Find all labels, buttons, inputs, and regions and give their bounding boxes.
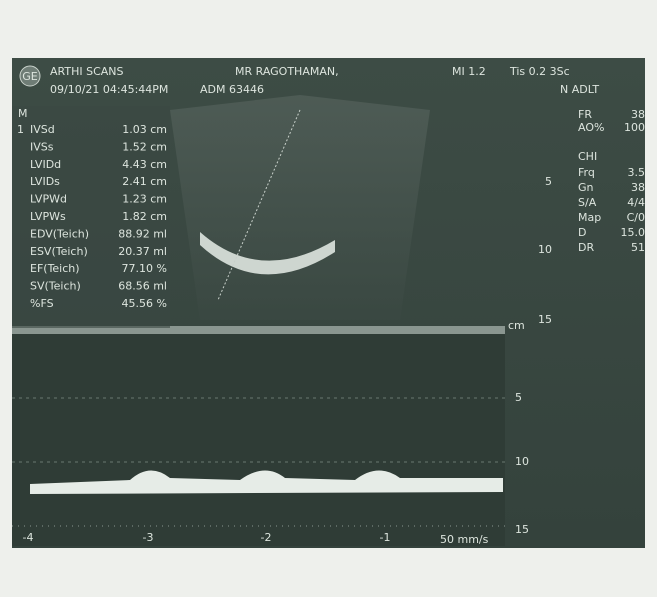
measurement-panel (12, 106, 170, 328)
measurement-value: 20.37 ml (118, 245, 167, 258)
depth-tick-label: 5 (545, 175, 552, 188)
measurement-label: IVSd (30, 123, 55, 136)
measurement-label: ESV(Teich) (30, 245, 88, 258)
setting-value: 15.0 (621, 226, 646, 239)
depth-tick-label: 15 (538, 313, 552, 326)
measurement-label: LVPWd (30, 193, 67, 206)
logo-badge (19, 65, 41, 87)
setting-mode: CHI (578, 150, 597, 163)
measurement-label: %FS (30, 297, 54, 310)
measurement-label: SV(Teich) (30, 280, 81, 293)
measurement-label: LVIDs (30, 175, 60, 188)
depth-unit: cm (508, 319, 525, 332)
echo-wall (200, 232, 335, 275)
logo: GE (22, 70, 38, 83)
setting-value: 3.5 (628, 166, 646, 179)
measurement-value: 77.10 % (122, 262, 167, 275)
admission-id: ADM 63446 (200, 83, 264, 96)
setting-value: C/0 (627, 211, 645, 224)
m-mode-band (12, 326, 505, 334)
measurement-value: 1.52 cm (122, 140, 167, 153)
measurement-index: 1 (17, 123, 24, 136)
measurement-value: 2.41 cm (122, 175, 167, 188)
m-mode-panel (12, 326, 505, 546)
m-mode-depth-label: 5 (515, 391, 522, 404)
clinic-name: ARTHI SCANS (50, 65, 124, 78)
labels: GE ARTHI SCANS MR RAGOTHAMAN, MI 1.2 Tis 0.2… (17, 65, 645, 546)
depth-tick-label: 10 (538, 243, 552, 256)
measurement-value: 68.56 ml (118, 280, 167, 293)
date-time: 09/10/21 04:45:44PM (50, 83, 168, 96)
thermal-index: Tis 0.2 3Sc (509, 65, 570, 78)
sector-image (170, 95, 430, 320)
m-mode-time-label: -3 (143, 531, 154, 544)
setting-label: Gn (578, 181, 594, 194)
measurement-value: 88.92 ml (118, 227, 167, 240)
measurement-heading: M (18, 107, 28, 120)
setting-label: AO% (578, 121, 604, 134)
setting-value: 38 (631, 108, 645, 121)
m-mode-time-label: -4 (23, 531, 34, 544)
measurement-value: 1.82 cm (122, 210, 167, 223)
patient-name: MR RAGOTHAMAN, (235, 65, 339, 78)
m-mode-time-label: -1 (380, 531, 391, 544)
sweep-speed: 50 mm/s (440, 533, 489, 546)
setting-value: 100 (624, 121, 645, 134)
measurement-value: 45.56 % (122, 297, 167, 310)
measurement-label: LVIDd (30, 158, 61, 171)
setting-value: 38 (631, 181, 645, 194)
measurement-label: EF(Teich) (30, 262, 80, 275)
setting-value: 51 (631, 241, 645, 254)
measurement-value: 1.23 cm (122, 193, 167, 206)
m-mode-time-label: -2 (261, 531, 272, 544)
m-mode-trace (30, 470, 503, 494)
setting-value: 4/4 (627, 196, 645, 209)
setting-label: DR (578, 241, 594, 254)
mechanical-index: MI 1.2 (452, 65, 486, 78)
m-mode-depth-label: 15 (515, 523, 529, 536)
m-line (217, 109, 301, 301)
measurement-label: EDV(Teich) (30, 227, 89, 240)
setting-label: FR (578, 108, 592, 121)
setting-label: Frq (578, 166, 595, 179)
measurement-value: 1.03 cm (122, 123, 167, 136)
setting-label: D (578, 226, 586, 239)
measurement-label: LVPWs (30, 210, 66, 223)
setting-label: Map (578, 211, 601, 224)
preset: N ADLT (560, 83, 599, 96)
measurement-value: 4.43 cm (122, 158, 167, 171)
m-mode-depth-label: 10 (515, 455, 529, 468)
measurement-label: IVSs (30, 140, 54, 153)
setting-label: S/A (578, 196, 597, 209)
